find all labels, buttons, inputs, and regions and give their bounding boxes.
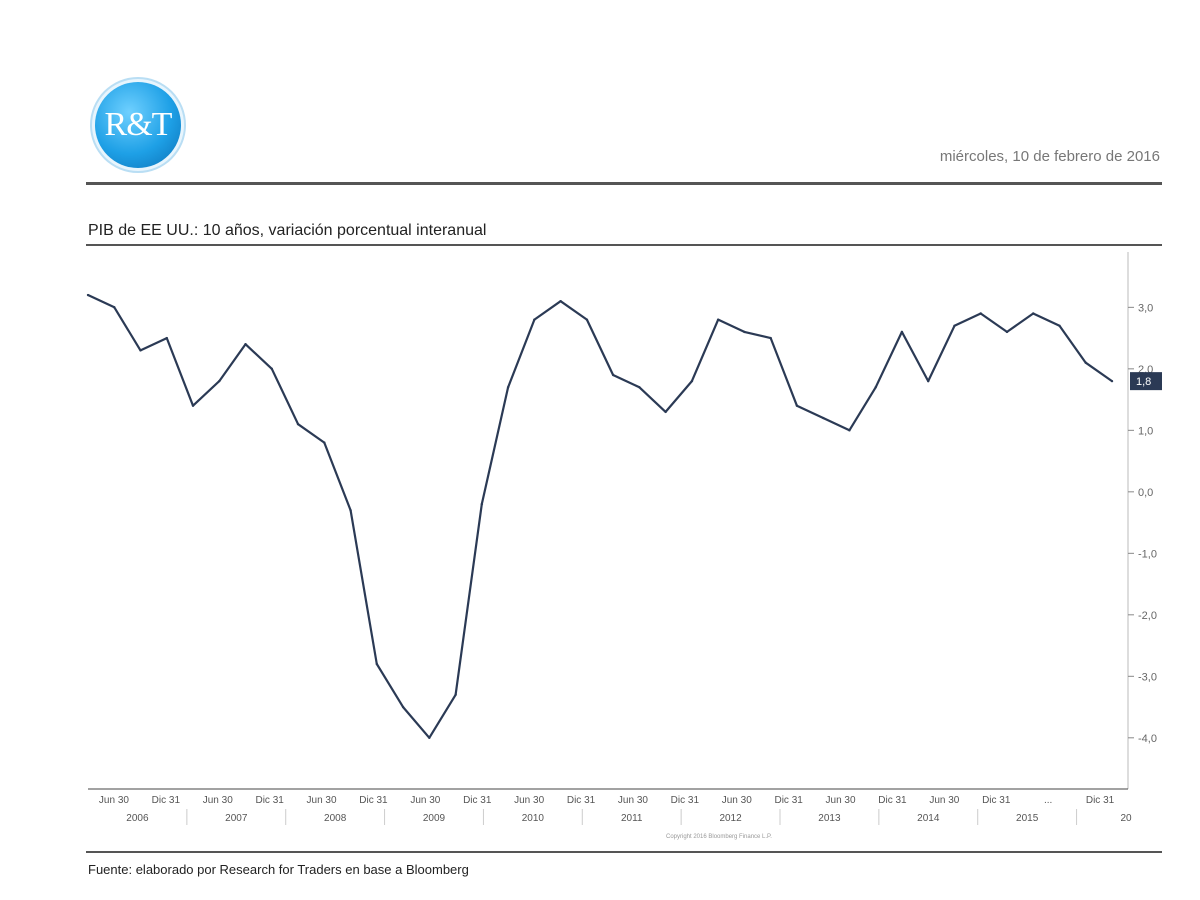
data-point (428, 736, 431, 740)
data-point (454, 693, 457, 696)
x-tick-label: Dic 31 (255, 795, 284, 806)
x-tick-label: Jun 30 (410, 795, 440, 806)
data-point (1058, 324, 1061, 327)
data-point (769, 336, 772, 340)
x-tick-label: Jun 30 (722, 795, 752, 806)
x-tick-label: Jun 30 (307, 795, 337, 806)
header-divider (86, 182, 1162, 185)
year-label: 2013 (818, 813, 841, 824)
data-point (218, 379, 221, 383)
data-point (874, 386, 877, 389)
data-point (296, 422, 300, 426)
x-tick-label: Dic 31 (152, 795, 181, 806)
data-point (375, 662, 379, 666)
data-point (743, 330, 746, 334)
y-tick-label: -3,0 (1138, 671, 1157, 683)
data-point (585, 318, 589, 321)
x-tick-label: Dic 31 (567, 795, 596, 806)
year-label: 2011 (621, 813, 643, 824)
data-point (953, 324, 956, 327)
year-label: 2009 (423, 813, 446, 824)
x-tick-label: Jun 30 (99, 795, 129, 806)
data-point (979, 312, 982, 315)
data-point (480, 502, 484, 506)
data-point (1005, 330, 1009, 334)
data-point (611, 373, 615, 377)
data-point (900, 330, 904, 334)
data-point (559, 299, 562, 303)
year-label: 20 (1120, 813, 1132, 824)
data-point (323, 441, 326, 444)
data-point (1084, 361, 1087, 364)
x-tick-label: Jun 30 (826, 795, 856, 806)
x-tick-label: Jun 30 (514, 795, 544, 806)
x-tick-label: Dic 31 (671, 795, 700, 806)
x-tick-label: ... (1044, 795, 1052, 806)
title-divider (86, 244, 1162, 246)
y-tick-label: 0,0 (1138, 487, 1153, 499)
data-point (506, 386, 510, 389)
data-point (1110, 379, 1114, 383)
data-point (848, 429, 851, 432)
data-point (1032, 312, 1035, 315)
year-label: 2007 (225, 813, 248, 824)
source-note: Fuente: elaborado por Research for Trade… (88, 862, 469, 877)
year-label: 2010 (522, 813, 545, 824)
data-point (638, 386, 641, 389)
year-label: 2006 (126, 813, 149, 824)
data-point (86, 293, 90, 297)
data-point (795, 404, 799, 407)
x-tick-label: Dic 31 (463, 795, 492, 806)
x-tick-label: Jun 30 (203, 795, 233, 806)
data-point (821, 416, 825, 420)
data-point (349, 509, 352, 512)
y-tick-label: -1,0 (1138, 548, 1157, 560)
x-tick-label: Dic 31 (982, 795, 1011, 806)
data-point (690, 379, 694, 383)
y-tick-label: 1,0 (1138, 425, 1153, 437)
y-tick-label: -4,0 (1138, 733, 1157, 745)
year-label: 2015 (1016, 813, 1039, 824)
data-point (244, 343, 247, 346)
y-tick-label: -2,0 (1138, 610, 1157, 622)
series-line (87, 294, 1113, 739)
data-point (533, 318, 536, 321)
data-point (927, 379, 930, 383)
chart-title: PIB de EE UU.: 10 años, variación porcen… (88, 222, 487, 239)
data-point (716, 318, 720, 321)
data-point (139, 349, 142, 352)
company-logo: R&T (95, 82, 181, 168)
report-date: miércoles, 10 de febrero de 2016 (939, 148, 1160, 165)
x-tick-label: Dic 31 (359, 795, 388, 806)
y-tick-label: 3,0 (1138, 302, 1153, 314)
chart-area: 3,0 2,0 1,0 0,0 -1,0 -2,0 -3,0 -4,0 1,8 Jun 30 Dic… (86, 252, 1162, 852)
x-tick-label: Jun 30 (618, 795, 648, 806)
last-value-label: 1,8 (1136, 376, 1151, 388)
x-tick-label: Dic 31 (1086, 795, 1115, 806)
year-label: 2012 (719, 813, 742, 824)
footnote-copyright: Copyright 2016 Bloomberg Finance L.P. (666, 834, 772, 840)
data-point (165, 336, 168, 340)
year-label: 2008 (324, 813, 347, 824)
x-tick-label: Dic 31 (878, 795, 907, 806)
data-point (191, 404, 195, 407)
logo-text: R&T (104, 106, 173, 143)
last-value-badge (1130, 372, 1162, 391)
data-point (664, 410, 667, 414)
data-point (270, 367, 273, 371)
x-tick-label: Dic 31 (774, 795, 803, 806)
data-point (113, 306, 116, 309)
year-label: 2014 (917, 813, 940, 824)
x-tick-label: Jun 30 (929, 795, 959, 806)
footer-divider (86, 851, 1162, 853)
data-point (401, 705, 405, 709)
